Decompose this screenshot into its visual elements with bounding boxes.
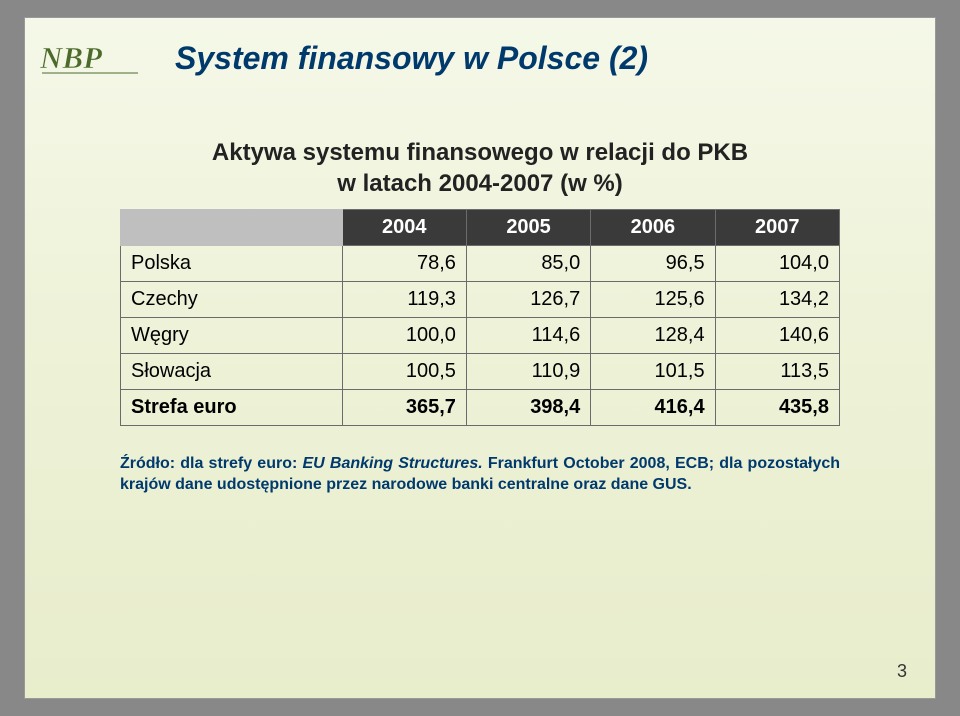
table-row: Strefa euro 365,7 398,4 416,4 435,8 bbox=[121, 390, 840, 426]
row-val: 113,5 bbox=[715, 354, 839, 390]
row-val: 416,4 bbox=[591, 390, 715, 426]
source-italic: EU Banking Structures. bbox=[303, 455, 483, 472]
table-header-row: 2004 2005 2006 2007 bbox=[121, 210, 840, 246]
row-val: 114,6 bbox=[466, 318, 590, 354]
slide: NBP System finansowy w Polsce (2) Aktywa… bbox=[24, 17, 936, 699]
data-table: 2004 2005 2006 2007 Polska 78,6 85,0 96,… bbox=[120, 209, 840, 426]
table-row: Węgry 100,0 114,6 128,4 140,6 bbox=[121, 318, 840, 354]
table-head: 2004 2005 2006 2007 bbox=[121, 210, 840, 246]
header-blank bbox=[121, 210, 343, 246]
row-val: 96,5 bbox=[591, 246, 715, 282]
page-number: 3 bbox=[897, 661, 907, 682]
row-val: 435,8 bbox=[715, 390, 839, 426]
row-val: 78,6 bbox=[342, 246, 466, 282]
table-row: Słowacja 100,5 110,9 101,5 113,5 bbox=[121, 354, 840, 390]
row-val: 365,7 bbox=[342, 390, 466, 426]
logo-text: NBP bbox=[39, 40, 103, 75]
slide-subtitle: Aktywa systemu finansowego w relacji do … bbox=[65, 137, 895, 199]
source-lead: Źródło: bbox=[120, 455, 175, 472]
table-body: Polska 78,6 85,0 96,5 104,0 Czechy 119,3… bbox=[121, 246, 840, 426]
row-val: 398,4 bbox=[466, 390, 590, 426]
row-val: 110,9 bbox=[466, 354, 590, 390]
row-val: 125,6 bbox=[591, 282, 715, 318]
header-col: 2004 bbox=[342, 210, 466, 246]
header-col: 2006 bbox=[591, 210, 715, 246]
table-container: 2004 2005 2006 2007 Polska 78,6 85,0 96,… bbox=[65, 209, 895, 426]
header-col: 2007 bbox=[715, 210, 839, 246]
row-label: Słowacja bbox=[121, 354, 343, 390]
source-note: Źródło: dla strefy euro: EU Banking Stru… bbox=[120, 454, 840, 495]
row-val: 140,6 bbox=[715, 318, 839, 354]
row-val: 128,4 bbox=[591, 318, 715, 354]
nbp-logo: NBP bbox=[33, 38, 153, 78]
row-label: Polska bbox=[121, 246, 343, 282]
row-label: Strefa euro bbox=[121, 390, 343, 426]
row-val: 104,0 bbox=[715, 246, 839, 282]
row-val: 134,2 bbox=[715, 282, 839, 318]
row-val: 85,0 bbox=[466, 246, 590, 282]
slide-title: System finansowy w Polsce (2) bbox=[175, 40, 895, 77]
row-val: 100,5 bbox=[342, 354, 466, 390]
row-val: 126,7 bbox=[466, 282, 590, 318]
row-val: 101,5 bbox=[591, 354, 715, 390]
row-label: Węgry bbox=[121, 318, 343, 354]
table-row: Polska 78,6 85,0 96,5 104,0 bbox=[121, 246, 840, 282]
row-val: 119,3 bbox=[342, 282, 466, 318]
row-val: 100,0 bbox=[342, 318, 466, 354]
source-seg1: dla strefy euro: bbox=[175, 455, 302, 472]
nbp-logo-svg: NBP bbox=[38, 34, 148, 82]
subtitle-line-2: w latach 2004-2007 (w %) bbox=[337, 170, 622, 197]
subtitle-line-1: Aktywa systemu finansowego w relacji do … bbox=[212, 139, 748, 166]
row-label: Czechy bbox=[121, 282, 343, 318]
table-row: Czechy 119,3 126,7 125,6 134,2 bbox=[121, 282, 840, 318]
header-col: 2005 bbox=[466, 210, 590, 246]
